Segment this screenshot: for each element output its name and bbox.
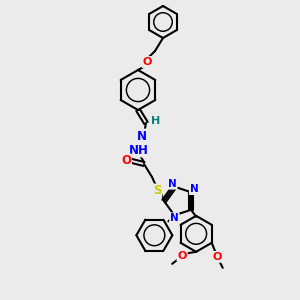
Text: N: N — [190, 184, 199, 194]
Text: N: N — [137, 130, 147, 142]
Text: H: H — [152, 116, 160, 126]
Text: S: S — [153, 184, 161, 197]
Text: NH: NH — [129, 143, 149, 157]
Text: O: O — [177, 251, 187, 261]
Text: O: O — [212, 252, 221, 262]
Text: O: O — [121, 154, 131, 167]
Text: O: O — [142, 57, 152, 67]
Text: N: N — [168, 179, 177, 189]
Text: N: N — [170, 213, 179, 223]
